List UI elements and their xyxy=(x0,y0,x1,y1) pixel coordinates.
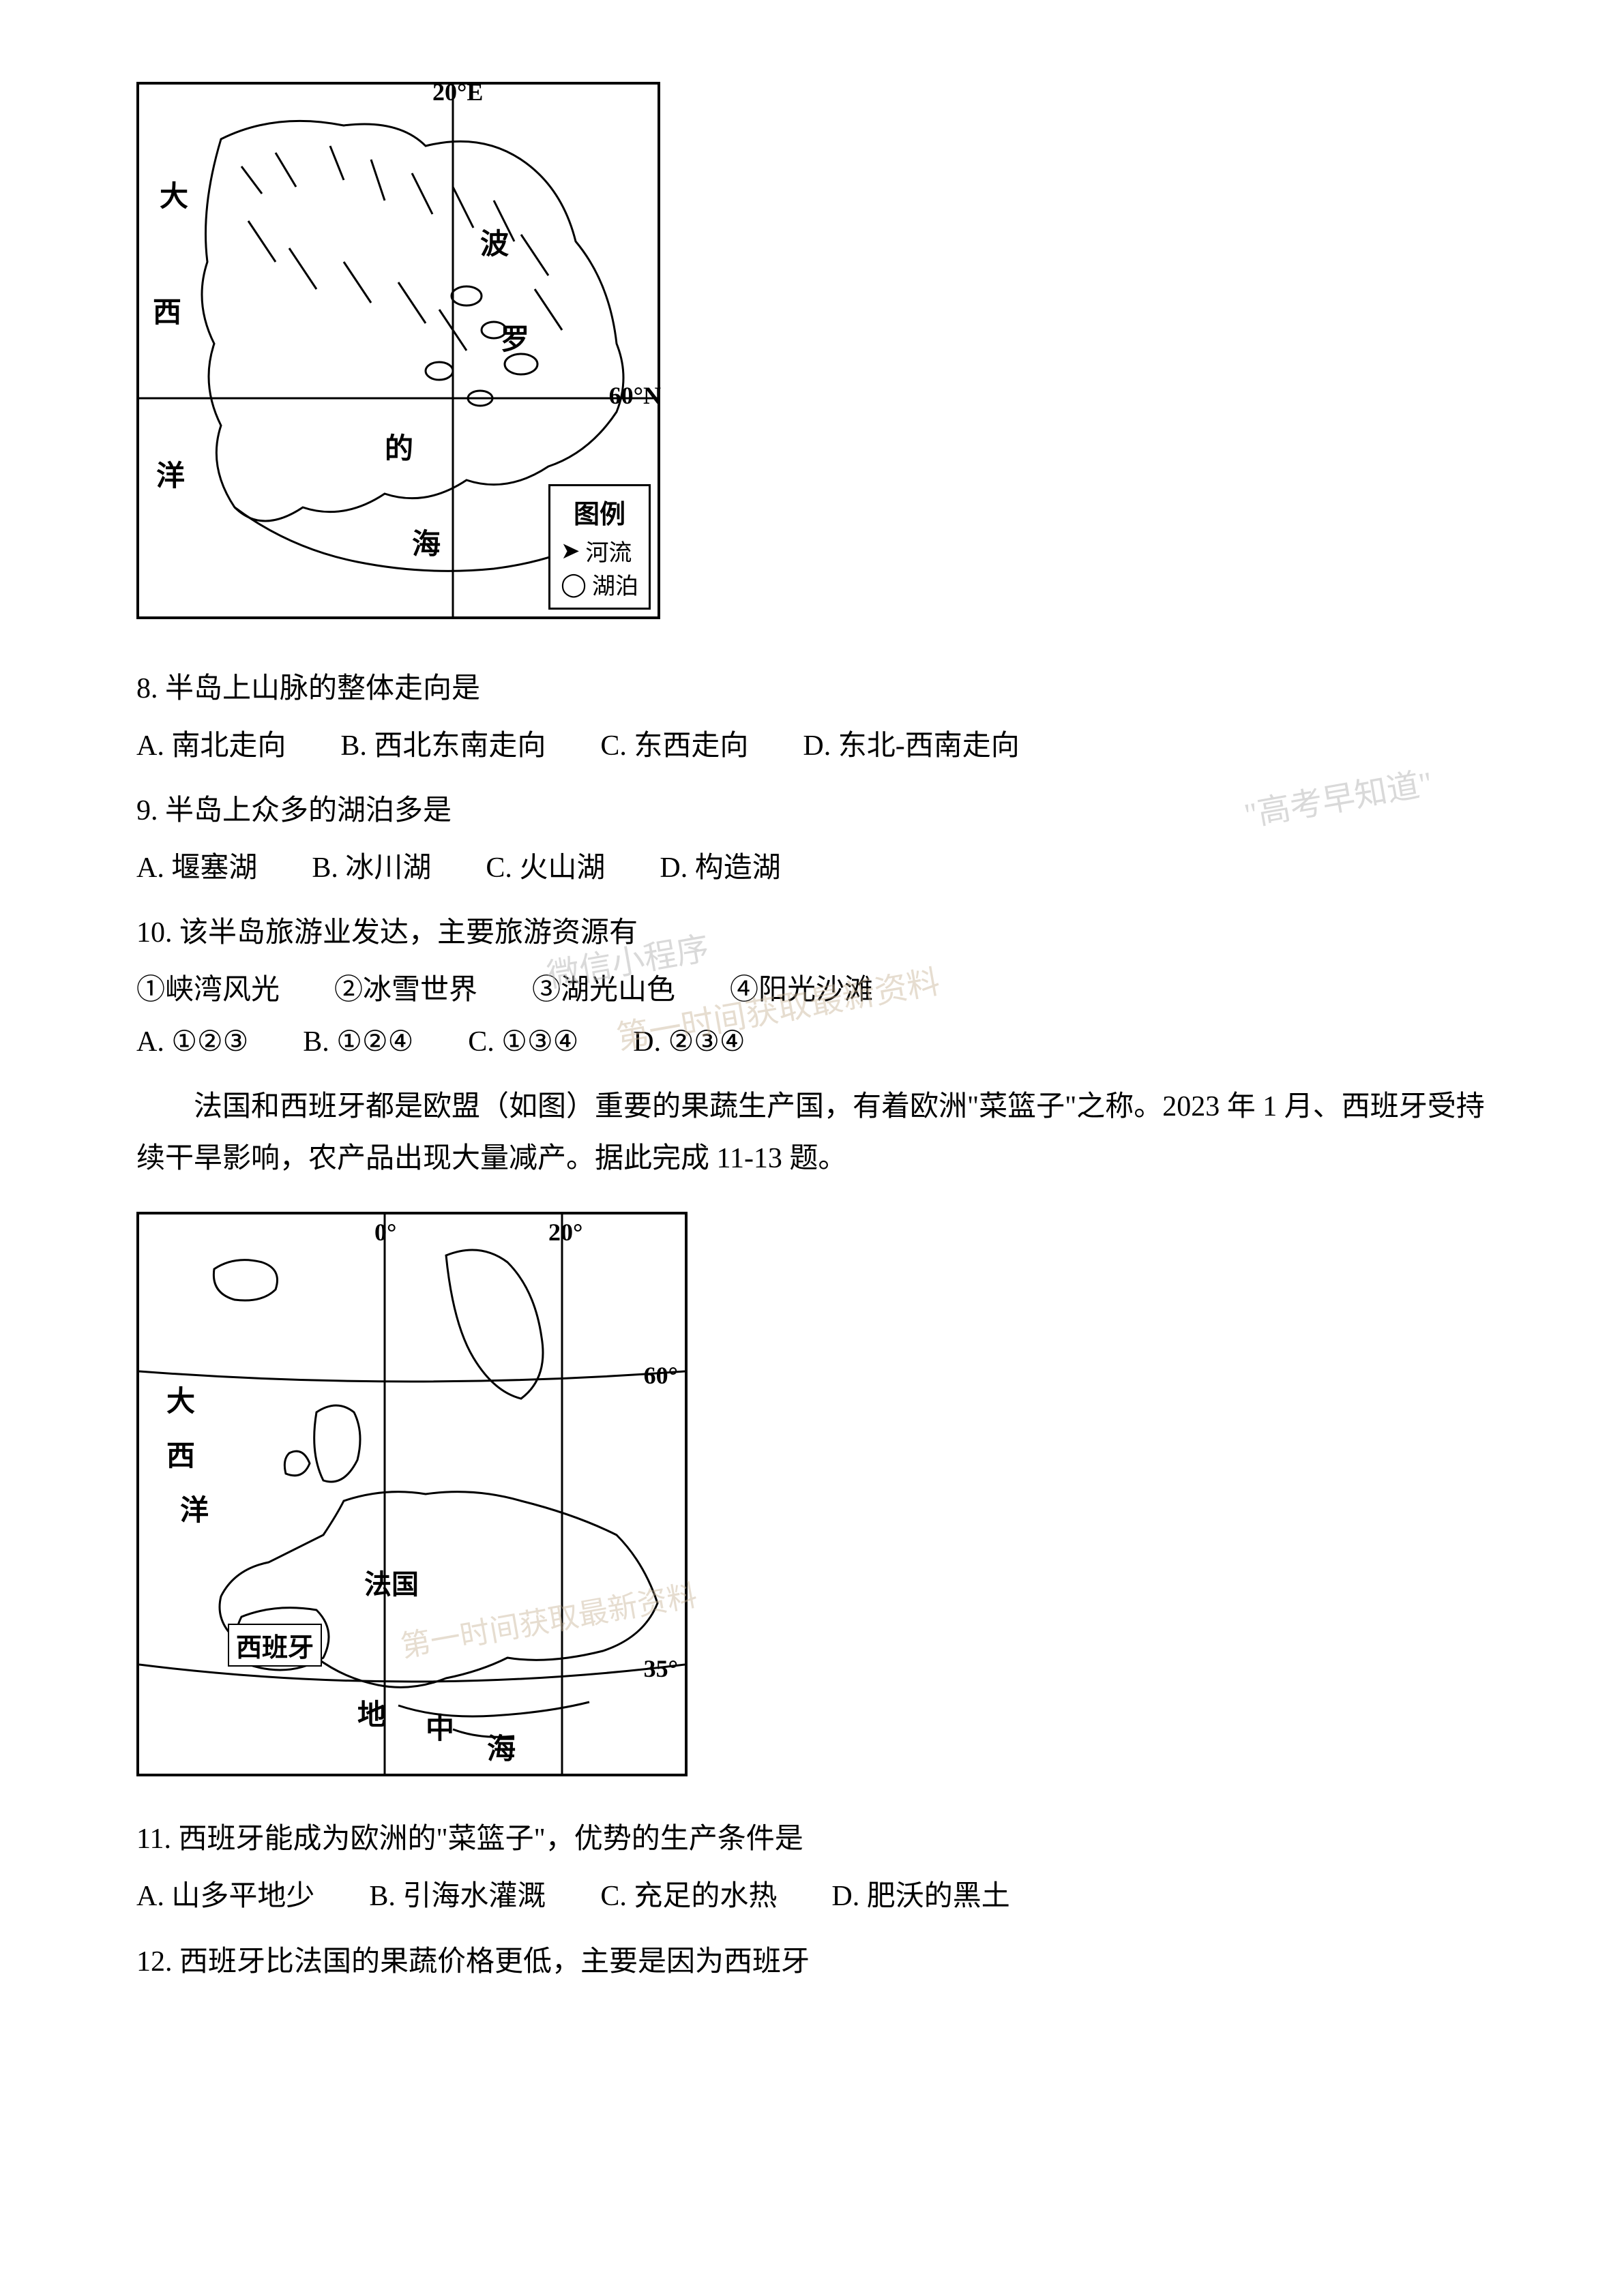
question-8: 8. 半岛上山脉的整体走向是 A. 南北走向 B. 西北东南走向 C. 东西走向… xyxy=(136,664,1488,772)
map1-lon-label: 20°E xyxy=(432,78,483,106)
q10-ansB: B. ①②④ xyxy=(303,1017,413,1069)
question-9: 9. 半岛上众多的湖泊多是 A. 堰塞湖 B. 冰川湖 C. 火山湖 D. 构造… xyxy=(136,786,1488,894)
q9-optB: B. 冰川湖 xyxy=(312,843,431,895)
label-spain: 西班牙 xyxy=(228,1624,322,1667)
map1-ocean-1: 大 xyxy=(160,173,188,215)
question-11: 11. 西班牙能成为欧洲的"菜篮子"，优势的生产条件是 A. 山多平地少 B. … xyxy=(136,1814,1488,1922)
q8-optB: B. 西北东南走向 xyxy=(340,721,546,773)
passage-11-13: 法国和西班牙都是欧盟（如图）重要的果蔬生产国，有着欧洲"菜篮子"之称。2023 … xyxy=(136,1082,1488,1184)
map2-lat60: 60° xyxy=(644,1361,678,1390)
map1-sea-3: 的 xyxy=(385,426,413,467)
map1-ocean-2: 西 xyxy=(153,289,181,331)
lake-label: 湖泊 xyxy=(592,567,638,601)
q8-optC: C. 东西走向 xyxy=(600,721,748,773)
map1-legend: 图例 ➤ 河流 ◯ 湖泊 xyxy=(548,484,651,610)
q10-ansD: D. ②③④ xyxy=(633,1017,745,1069)
q10-ansC: C. ①③④ xyxy=(468,1017,578,1069)
map1-inner: 20°E 60°N 大 西 洋 波 罗 的 海 图例 ➤ 河流 ◯ 湖泊 xyxy=(139,85,658,616)
map1-figure: 20°E 60°N 大 西 洋 波 罗 的 海 图例 ➤ 河流 ◯ 湖泊 xyxy=(136,82,660,619)
map2-sea-3: 海 xyxy=(487,1726,516,1768)
q11-optD: D. 肥沃的黑土 xyxy=(831,1871,1009,1923)
q11-optA: A. 山多平地少 xyxy=(136,1871,314,1923)
q9-optD: D. 构造湖 xyxy=(660,843,780,895)
q9-optA: A. 堰塞湖 xyxy=(136,843,257,895)
map2-svg xyxy=(139,1214,685,1774)
legend-item-lake: ◯ 湖泊 xyxy=(561,567,638,601)
q10-opt2: ②冰雪世界 xyxy=(334,965,477,1017)
question-10: 10. 该半岛旅游业发达，主要旅游资源有 ①峡湾风光 ②冰雪世界 ③湖光山色 ④… xyxy=(136,908,1488,1068)
q11-options: A. 山多平地少 B. 引海水灌溉 C. 充足的水热 D. 肥沃的黑土 xyxy=(136,1871,1488,1923)
q10-opt1: ①峡湾风光 xyxy=(136,965,280,1017)
river-symbol: ➤ xyxy=(561,537,580,565)
q9-optC: C. 火山湖 xyxy=(486,843,605,895)
q12-stem: 12. 西班牙比法国的果蔬价格更低，主要是因为西班牙 xyxy=(136,1937,1488,1988)
q10-circled-options: ①峡湾风光 ②冰雪世界 ③湖光山色 ④阳光沙滩 xyxy=(136,965,1488,1017)
map2-lon20: 20° xyxy=(548,1218,582,1247)
map2-ocean-1: 大 xyxy=(166,1378,195,1420)
river-label: 河流 xyxy=(585,534,632,567)
map1-ocean-3: 洋 xyxy=(156,453,185,494)
q10-ansA: A. ①②③ xyxy=(136,1017,248,1069)
q10-opt3: ③湖光山色 xyxy=(532,965,675,1017)
legend-item-river: ➤ 河流 xyxy=(561,534,638,567)
q8-stem: 8. 半岛上山脉的整体走向是 xyxy=(136,664,1488,715)
lake-symbol: ◯ xyxy=(561,571,587,598)
label-france: 法国 xyxy=(364,1562,419,1602)
map2-figure: 0° 20° 60° 35° 大 西 洋 地 中 海 西班牙 法国 第一时间获取… xyxy=(136,1212,688,1776)
q10-opt4: ④阳光沙滩 xyxy=(730,965,873,1017)
map1-sea-1: 波 xyxy=(480,221,509,263)
map2-inner: 0° 20° 60° 35° 大 西 洋 地 中 海 西班牙 法国 第一时间获取… xyxy=(139,1214,685,1774)
q8-optA: A. 南北走向 xyxy=(136,721,286,773)
legend-title: 图例 xyxy=(561,493,638,531)
map1-sea-2: 罗 xyxy=(501,316,529,358)
q10-stem: 10. 该半岛旅游业发达，主要旅游资源有 xyxy=(136,908,1488,959)
map2-sea-1: 地 xyxy=(357,1692,386,1733)
q11-optC: C. 充足的水热 xyxy=(600,1871,777,1923)
q10-answer-options: A. ①②③ B. ①②④ C. ①③④ D. ②③④ xyxy=(136,1017,1488,1069)
map2-sea-2: 中 xyxy=(426,1705,454,1747)
q11-stem: 11. 西班牙能成为欧洲的"菜篮子"，优势的生产条件是 xyxy=(136,1814,1488,1866)
q8-options: A. 南北走向 B. 西北东南走向 C. 东西走向 D. 东北-西南走向 xyxy=(136,721,1488,773)
q11-optB: B. 引海水灌溉 xyxy=(369,1871,546,1923)
q9-stem: 9. 半岛上众多的湖泊多是 xyxy=(136,786,1488,837)
question-12: 12. 西班牙比法国的果蔬价格更低，主要是因为西班牙 xyxy=(136,1937,1488,1988)
map1-lat-label: 60°N xyxy=(609,381,661,410)
map1-sea-4: 海 xyxy=(412,521,441,563)
map2-lat35: 35° xyxy=(644,1654,678,1683)
map2-ocean-3: 洋 xyxy=(180,1487,209,1529)
map2-ocean-2: 西 xyxy=(166,1433,195,1474)
q8-optD: D. 东北-西南走向 xyxy=(803,721,1019,773)
map2-lon0: 0° xyxy=(374,1218,396,1247)
q9-options: A. 堰塞湖 B. 冰川湖 C. 火山湖 D. 构造湖 xyxy=(136,843,1488,895)
